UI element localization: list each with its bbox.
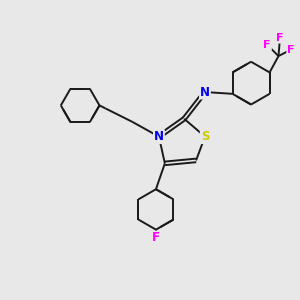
Text: F: F <box>263 40 271 50</box>
Text: N: N <box>200 85 210 98</box>
Text: F: F <box>152 232 160 244</box>
Text: F: F <box>287 44 295 55</box>
Text: F: F <box>276 33 284 43</box>
Text: S: S <box>201 130 209 143</box>
Text: N: N <box>154 130 164 143</box>
